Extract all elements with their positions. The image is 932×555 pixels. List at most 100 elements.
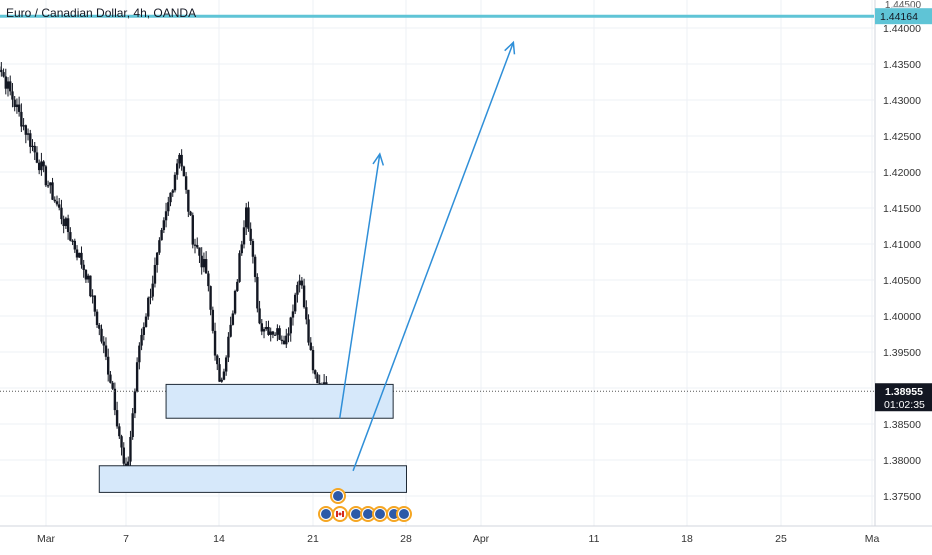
- projection-arrow[interactable]: [353, 42, 513, 470]
- time-tick-label: 28: [400, 533, 412, 545]
- candle-body: [62, 219, 64, 226]
- price-tick-label: 1.41500: [883, 203, 921, 215]
- economic-event-icon[interactable]: [351, 509, 361, 519]
- candle-body: [147, 298, 149, 317]
- candle-body: [18, 105, 20, 112]
- candle-body: [145, 317, 147, 327]
- time-axis-bg: [0, 526, 875, 550]
- candle-body: [87, 276, 89, 280]
- candle-body: [218, 364, 220, 382]
- candle-body: [91, 296, 93, 297]
- candle-body: [270, 331, 272, 334]
- candle-body: [272, 331, 274, 334]
- price-tick-label: 1.42500: [883, 131, 921, 143]
- candle-body: [65, 218, 67, 226]
- candle-body: [207, 273, 209, 286]
- candle-body: [16, 105, 18, 107]
- candle-body: [149, 297, 151, 298]
- candle-body: [29, 133, 31, 147]
- candle-body: [98, 325, 100, 329]
- candle-body: [85, 270, 87, 279]
- candle-body: [36, 152, 38, 162]
- candle-body: [261, 323, 263, 331]
- candle-body: [203, 259, 205, 267]
- time-tick-label: Apr: [473, 533, 490, 545]
- economic-event-icon[interactable]: [333, 491, 343, 501]
- candle-body: [2, 72, 4, 76]
- candle-body: [245, 207, 247, 227]
- candle-body: [205, 259, 207, 273]
- candle-body: [56, 201, 58, 204]
- economic-event-icon[interactable]: [321, 509, 331, 519]
- candle-body: [60, 208, 62, 219]
- candle-body: [298, 281, 300, 285]
- candle-body: [143, 327, 145, 335]
- canada-flag-icon: [342, 511, 344, 517]
- candle-body: [178, 155, 180, 164]
- candle-body: [109, 375, 111, 383]
- candle-body: [22, 125, 24, 126]
- candle-body: [252, 241, 254, 257]
- candle-body: [180, 155, 182, 167]
- candle-body: [312, 350, 314, 370]
- price-axis[interactable]: 1.44500CAD1.440001.435001.430001.425001.…: [875, 0, 932, 550]
- candle-body: [94, 296, 96, 312]
- economic-event-icon[interactable]: [399, 509, 409, 519]
- time-tick-label: 25: [775, 533, 787, 545]
- time-tick-label: 14: [213, 533, 225, 545]
- drawings[interactable]: [0, 16, 874, 492]
- candle-body: [209, 286, 211, 310]
- candle-body: [258, 308, 260, 323]
- candle-body: [212, 310, 214, 331]
- candle-body: [156, 253, 158, 265]
- demand-zone[interactable]: [99, 466, 406, 493]
- candle-body: [163, 220, 165, 230]
- candle-body: [42, 161, 44, 166]
- economic-event-icon[interactable]: [363, 509, 373, 519]
- candle-body: [45, 166, 47, 185]
- candle-body: [247, 207, 249, 228]
- candle-body: [51, 182, 53, 199]
- economic-event-icon[interactable]: [375, 509, 385, 519]
- candle-body: [274, 335, 276, 336]
- candle-body: [96, 312, 98, 325]
- candle-body: [236, 282, 238, 291]
- candle-body: [27, 133, 29, 135]
- candle-body: [214, 331, 216, 356]
- candle-body: [316, 374, 318, 383]
- price-tick-label: 1.43500: [883, 59, 921, 71]
- candle-body: [118, 426, 120, 436]
- candle-body: [256, 277, 258, 308]
- candle-body: [263, 329, 265, 331]
- projection-arrow[interactable]: [340, 154, 380, 418]
- candle-body: [165, 211, 167, 220]
- candle-body: [225, 357, 227, 371]
- candle-body: [54, 200, 56, 202]
- candle-body: [221, 380, 223, 382]
- candle-body: [67, 218, 69, 232]
- candle-body: [152, 284, 154, 297]
- candle-body: [229, 325, 231, 337]
- candle-body: [120, 436, 122, 447]
- candle-body: [76, 249, 78, 257]
- candle-body: [154, 265, 156, 284]
- resistance-price-label: 1.44164: [880, 11, 918, 23]
- candle-body: [287, 333, 289, 335]
- candle-body: [174, 175, 176, 191]
- candle-body: [200, 256, 202, 268]
- candle-body: [131, 413, 133, 437]
- candle-body: [83, 265, 85, 270]
- candle-body: [13, 100, 15, 107]
- last-price-label: 1.38955: [885, 386, 923, 398]
- candle-body: [276, 328, 278, 335]
- candle-body: [314, 370, 316, 374]
- candle-body: [303, 286, 305, 308]
- price-tick-label: 1.40500: [883, 275, 921, 287]
- candle-body: [69, 232, 71, 241]
- candle-body: [7, 81, 9, 88]
- economic-events[interactable]: [319, 489, 411, 521]
- demand-zone[interactable]: [166, 384, 393, 418]
